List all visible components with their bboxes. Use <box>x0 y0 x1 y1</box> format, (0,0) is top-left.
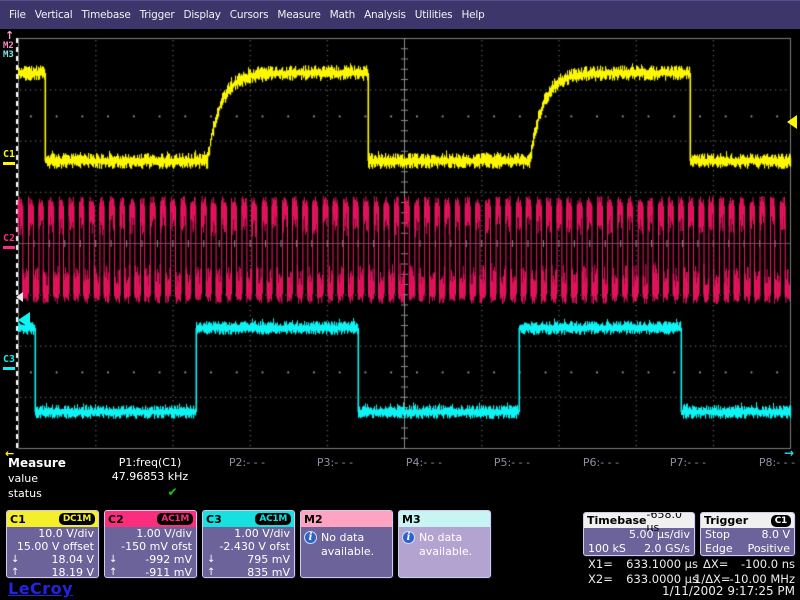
c1-box-title: C1 <box>10 513 26 526</box>
menu-help[interactable]: Help <box>461 9 484 21</box>
c3-label-underline <box>3 367 15 370</box>
m3-message: No data available. <box>419 531 481 559</box>
menu-analysis[interactable]: Analysis <box>364 9 406 21</box>
oscilloscope-screen: File Vertical Timebase Trigger Display C… <box>0 0 800 600</box>
menu-trigger[interactable]: Trigger <box>140 9 175 21</box>
timebase-box[interactable]: Timebase -658.0 μs 5.00 μs/div 100 kS 2.… <box>583 512 695 556</box>
check-icon: ✔ <box>167 485 177 499</box>
info-icon: i <box>304 531 317 544</box>
c1-offset-arrow-icon[interactable] <box>18 66 30 80</box>
m3-box-title: M3 <box>402 513 421 526</box>
lecroy-logo: LeCroy <box>8 579 73 598</box>
memory-position-arrow-icon: ↑ <box>5 29 14 42</box>
trigger-mode: Stop <box>705 528 730 542</box>
timebase-scale: 5.00 μs/div <box>584 528 694 542</box>
menu-timebase[interactable]: Timebase <box>82 9 131 21</box>
m2-box-title: M2 <box>304 513 323 526</box>
c1-label-underline <box>3 162 15 165</box>
c2-scale: 1.00 V/div <box>105 527 196 540</box>
c3-offset: -2.430 V ofst <box>203 540 294 553</box>
datetime-stamp: 1/11/2002 9:17:25 PM <box>662 584 795 598</box>
c1-trace-label[interactable]: C1 <box>3 150 15 159</box>
trigger-slope: Positive <box>748 542 790 556</box>
c2-label-underline <box>3 246 15 249</box>
timebase-samples: 100 kS <box>588 542 626 556</box>
m3-trace-label[interactable]: M3 <box>3 51 14 60</box>
dx-value: -100.0 ns <box>722 557 795 571</box>
measure-row-label: Measure <box>8 456 66 470</box>
trigger-box[interactable]: Trigger C1 Stop 8.0 V Edge Positive <box>700 512 795 556</box>
c3-scale: 1.00 V/div <box>203 527 294 540</box>
menu-file[interactable]: File <box>9 9 26 21</box>
trigger-type: Edge <box>705 542 733 556</box>
m2-message: No data available. <box>321 531 383 559</box>
c1-coupling-badge[interactable]: DC1M <box>59 513 95 525</box>
c1-scale: 10.0 V/div <box>7 527 98 540</box>
c2-coupling-badge[interactable]: AC1M <box>157 513 193 525</box>
menu-vertical[interactable]: Vertical <box>35 9 73 21</box>
trigger-source-badge[interactable]: C1 <box>771 515 791 527</box>
menu-bar: File Vertical Timebase Trigger Display C… <box>0 0 800 29</box>
value-row-label: value <box>8 472 38 485</box>
c2-trace-label[interactable]: C2 <box>3 234 15 243</box>
x1-value: 633.1000 μs <box>608 557 698 571</box>
c1-offset: 15.00 V offset <box>7 540 98 553</box>
menu-measure[interactable]: Measure <box>277 9 320 21</box>
measure-table: Measure value status P1:freq(C1) 47.9685… <box>0 453 800 503</box>
status-row-label: status <box>8 487 42 500</box>
trigger-level-arrow-icon[interactable] <box>787 115 797 129</box>
cursor-readout-x1: X1= 633.1000 μs ΔX= -100.0 ns <box>0 557 800 571</box>
c3-coupling-badge[interactable]: AC1M <box>255 513 291 525</box>
param-p1-value: 47.96853 kHz <box>90 469 210 485</box>
timebase-title: Timebase <box>587 514 647 527</box>
c3-offset-arrow-icon[interactable] <box>18 312 30 328</box>
c3-trace-label[interactable]: C3 <box>3 355 15 364</box>
menu-math[interactable]: Math <box>330 9 355 21</box>
trigger-level: 8.0 V <box>761 528 790 542</box>
param-p8-name[interactable]: P8:- - - <box>717 456 800 469</box>
menu-display[interactable]: Display <box>183 9 220 21</box>
timebase-rate: 2.0 GS/s <box>644 542 690 556</box>
c2-box-title: C2 <box>108 513 124 526</box>
menu-cursors[interactable]: Cursors <box>230 9 269 21</box>
info-icon: i <box>402 531 415 544</box>
c2-offset-arrow-icon[interactable] <box>16 292 23 302</box>
c3-box-title: C3 <box>206 513 222 526</box>
waveform-display[interactable] <box>0 0 800 455</box>
trigger-title: Trigger <box>704 514 748 527</box>
menu-utilities[interactable]: Utilities <box>415 9 453 21</box>
c2-offset: -150 mV ofst <box>105 540 196 553</box>
